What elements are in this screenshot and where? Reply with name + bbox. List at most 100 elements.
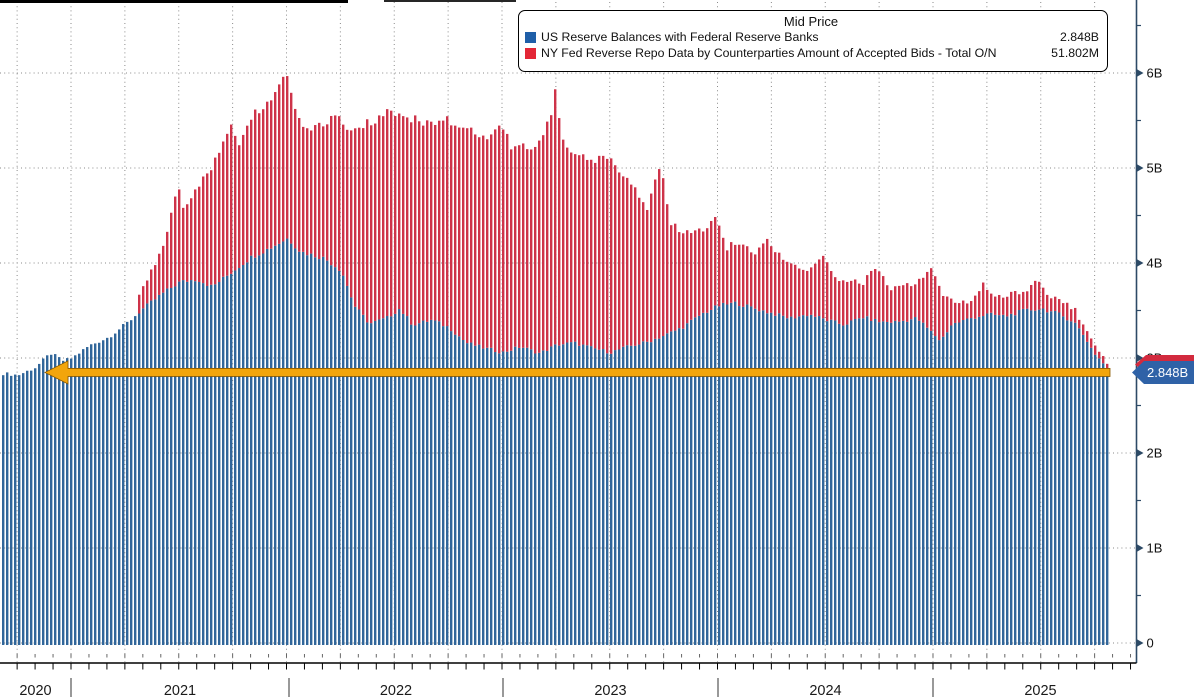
reverse-repo-bar (886, 285, 889, 322)
reverse-repo-bar (138, 294, 141, 314)
reserves-bar (18, 375, 21, 645)
reserves-bar (70, 358, 73, 645)
reverse-repo-bar (558, 118, 561, 346)
reverse-repo-bar (766, 238, 769, 314)
reserves-bar (870, 321, 873, 645)
reverse-repo-bar (154, 265, 157, 300)
reverse-repo-bar (566, 147, 569, 343)
reverse-repo-bar (962, 300, 965, 321)
reserves-bar (174, 286, 177, 645)
reserves-bar (1094, 354, 1097, 645)
reverse-repo-bar (830, 271, 833, 320)
reverse-repo-bar (982, 282, 985, 317)
reverse-repo-bar (682, 233, 685, 329)
legend-item-reverse-repo[interactable]: NY Fed Reverse Repo Data by Counterparti… (523, 46, 1099, 62)
x-axis-year-label: 2022 (380, 683, 412, 698)
reserves-bar (134, 316, 137, 645)
reverse-repo-bar (266, 101, 269, 249)
reserves-bar (270, 248, 273, 645)
reverse-repo-bar (586, 159, 589, 346)
legend-item-value: 2.848B (1060, 30, 1099, 44)
reserves-bar (138, 313, 141, 645)
reverse-repo-bar (634, 187, 637, 346)
reverse-repo-bar (334, 115, 337, 268)
reserves-bar (466, 343, 469, 645)
reverse-repo-bar (1006, 296, 1009, 317)
reserves-bar (238, 268, 241, 645)
reserves-bar (90, 344, 93, 645)
reverse-repo-bar (338, 116, 341, 271)
reserves-bar (954, 322, 957, 645)
reserves-bar (646, 341, 649, 645)
reserves-bar (154, 299, 157, 645)
reverse-repo-bar (878, 271, 881, 323)
legend-item-reserves[interactable]: US Reserve Balances with Federal Reserve… (523, 30, 1099, 46)
reverse-repo-bar (1058, 299, 1061, 313)
reverse-repo-bar (574, 154, 577, 342)
reserves-bar (190, 280, 193, 645)
reserves-bar (642, 341, 645, 645)
reserves-bar (86, 347, 89, 645)
reserves-bar (1026, 308, 1029, 645)
reserves-bar (750, 306, 753, 645)
reverse-repo-bar (454, 125, 457, 335)
reserves-bar (766, 313, 769, 645)
reverse-repo-bar (602, 155, 605, 350)
reverse-repo-bar (322, 126, 325, 257)
reverse-repo-bar (1014, 291, 1017, 316)
reserves-bar (862, 318, 865, 645)
reserves-bar (1054, 310, 1057, 645)
reserves-bar (570, 342, 573, 645)
reserves-bar (654, 338, 657, 645)
reverse-repo-bar (714, 217, 717, 306)
reverse-repo-bar (542, 135, 545, 351)
reverse-repo-bar (746, 246, 749, 305)
reserves-bar (1074, 322, 1077, 645)
reserves-bar (346, 285, 349, 645)
reserves-bar (230, 273, 233, 645)
reverse-repo-bar (258, 113, 261, 256)
reserves-bar (418, 323, 421, 645)
reverse-repo-bar (834, 277, 837, 321)
reserves-bar (194, 281, 197, 645)
reserves-bar (1030, 310, 1033, 645)
reverse-repo-bar (414, 115, 417, 326)
reserves-bar (586, 345, 589, 645)
reverse-repo-bar (970, 301, 973, 319)
reserves-bar (730, 302, 733, 645)
reverse-repo-bar (966, 303, 969, 319)
reserves-bar (674, 330, 677, 645)
reserves-bar (298, 251, 301, 645)
reverse-repo-bar (1030, 285, 1033, 311)
y-axis-tick-label: 2B (1147, 446, 1163, 461)
reserves-bar (302, 251, 305, 645)
reserves-bar (1046, 312, 1049, 645)
reserves-bar (550, 346, 553, 645)
reverse-repo-bar (202, 176, 205, 284)
reserves-bar (714, 305, 717, 645)
reverse-repo-bar (734, 244, 737, 302)
reserves-bar (450, 331, 453, 645)
reserves-bar (566, 342, 569, 645)
reserves-bar (598, 349, 601, 645)
reserves-bar (446, 326, 449, 645)
reverse-repo-bar (1026, 291, 1029, 309)
reserves-bar (798, 316, 801, 645)
reserves-bar (126, 321, 129, 645)
reserves-bar (14, 374, 17, 645)
reverse-repo-bar (674, 223, 677, 331)
reverse-repo-bar (386, 109, 389, 317)
reserves-bar (150, 300, 153, 645)
reserves-bar (282, 241, 285, 645)
reserves-bar (98, 342, 101, 645)
reserves-bar (162, 292, 165, 645)
reserves-bar (1038, 309, 1041, 645)
reserves-bar (978, 316, 981, 645)
reverse-repo-bar (654, 179, 657, 339)
reverse-repo-bar (794, 264, 797, 319)
reserves-bar (678, 328, 681, 645)
reserves-bar (406, 316, 409, 645)
reverse-repo-bar (810, 267, 813, 315)
